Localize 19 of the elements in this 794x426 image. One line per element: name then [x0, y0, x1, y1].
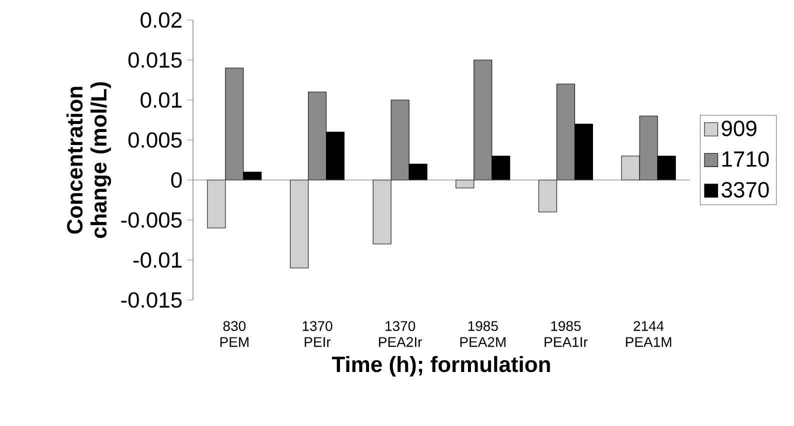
- x-axis-title: Time (h); formulation: [332, 356, 550, 376]
- legend-label: 3370: [722, 182, 769, 198]
- legend-label: 909: [722, 120, 756, 136]
- y-tick-label: 0.005: [128, 132, 182, 148]
- y-tick-label: -0.005: [121, 212, 182, 228]
- x-tick-label: 1985 PEA1Ir: [544, 321, 588, 347]
- x-tick-label: 1370 PEA2Ir: [379, 321, 422, 347]
- x-tick-label: 1370 PEIr: [302, 321, 332, 347]
- y-tick-label: 0: [171, 172, 182, 188]
- legend-label: 1710: [722, 151, 769, 167]
- x-tick-label: 1985 PEA2M: [460, 321, 506, 347]
- y-tick-label: 0.01: [140, 92, 182, 108]
- y-axis-title: Concentration change (mol/L): [66, 82, 112, 238]
- y-tick-label: -0.01: [133, 252, 182, 268]
- y-tick-label: 0.015: [128, 52, 182, 68]
- x-tick-label: 2144 PEA1M: [626, 321, 672, 347]
- y-tick-label: -0.015: [121, 292, 182, 308]
- y-tick-label: 0.02: [140, 12, 182, 28]
- x-tick-label: 830 PEM: [220, 321, 248, 347]
